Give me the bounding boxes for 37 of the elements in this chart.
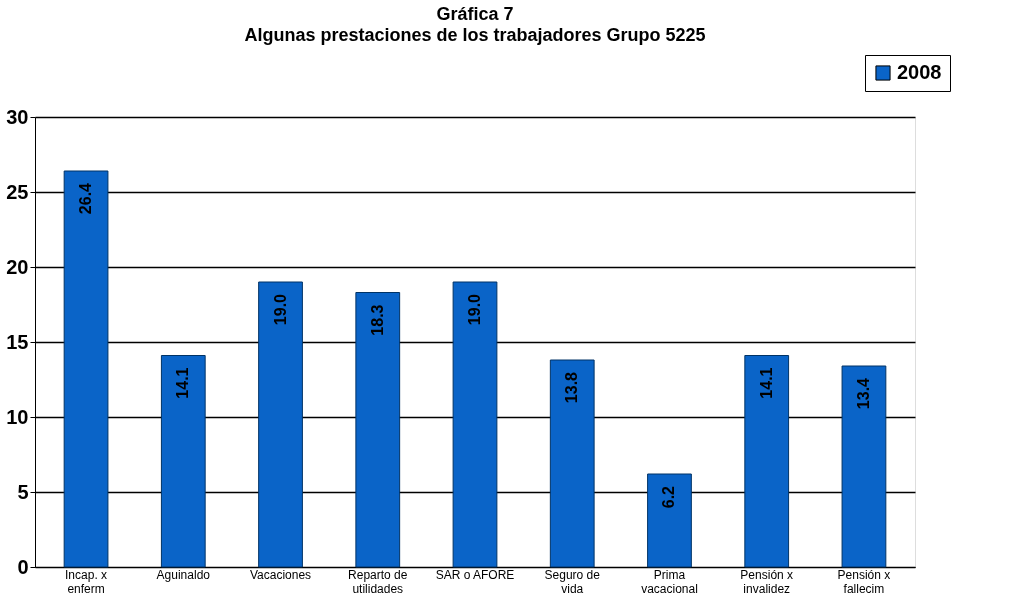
x-tick-label: Incap. x enferm — [65, 567, 108, 596]
data-label: 13.4 — [854, 377, 872, 410]
x-tick-label: Pensión x invalidez — [740, 567, 794, 596]
y-tick-label: 20 — [6, 255, 29, 278]
data-label: 26.4 — [77, 182, 95, 215]
bar — [841, 365, 887, 568]
data-label: 6.2 — [660, 485, 678, 509]
data-label: 13.8 — [563, 371, 581, 404]
x-tick-label: Aguinaldo — [156, 567, 211, 582]
x-tick-label: Prima vacacional — [641, 567, 698, 596]
data-label: 19.0 — [466, 293, 483, 326]
bar — [258, 281, 303, 568]
x-tick-label: Reparto de utilidades — [348, 567, 408, 596]
y-tick-label: 25 — [6, 180, 29, 203]
data-label: 18.3 — [368, 304, 386, 336]
x-tick-label: Vacaciones — [249, 567, 312, 582]
bar — [744, 355, 790, 568]
y-tick-label: 15 — [6, 330, 29, 353]
data-label: 19.0 — [271, 293, 289, 326]
y-tick-label: 5 — [17, 480, 29, 503]
x-tick-label: Seguro de vida — [544, 567, 601, 596]
data-label: 14.1 — [757, 367, 775, 399]
bar — [647, 473, 692, 568]
bar — [63, 170, 109, 568]
bar — [549, 359, 595, 568]
chart-subtitle: Algunas prestaciones de los trabajadores Grupo 5225 — [244, 24, 706, 45]
y-tick-label: 30 — [6, 105, 29, 128]
bar — [452, 281, 498, 568]
y-tick-label: 0 — [17, 555, 29, 578]
x-tick-label: Pensión x fallecim — [837, 567, 891, 596]
bar — [160, 355, 206, 568]
y-tick-label: 10 — [6, 405, 29, 428]
chart-title: Gráfica 7 — [436, 3, 514, 24]
bar — [355, 292, 401, 568]
x-tick-label: SAR o AFORE — [435, 567, 515, 582]
legend-label: 2008 — [897, 61, 942, 83]
data-label: 14.1 — [174, 367, 192, 399]
